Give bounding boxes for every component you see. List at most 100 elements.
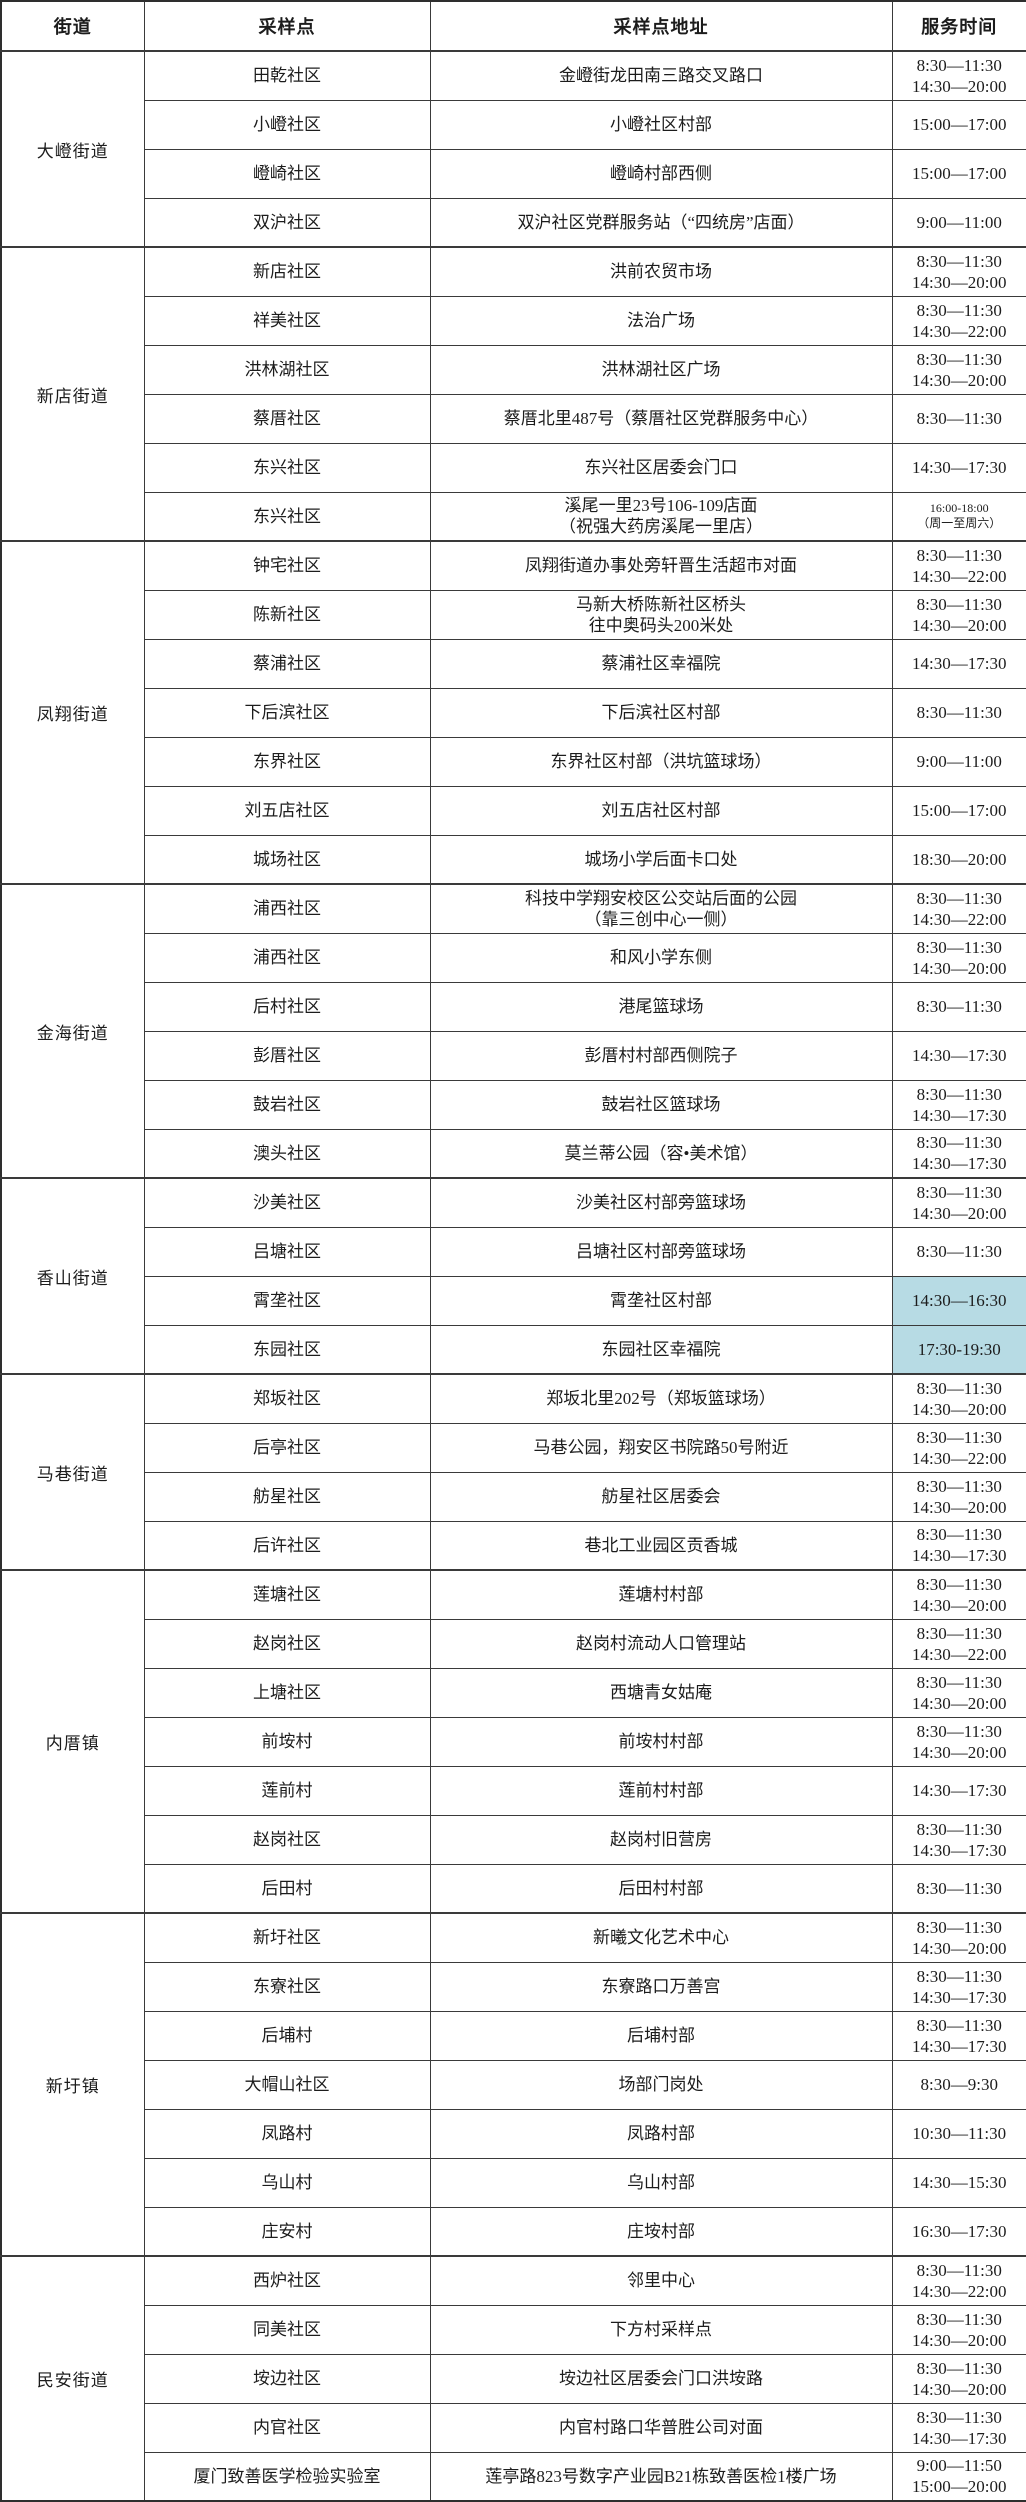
service-time-cell: 8:30—11:30 14:30—22:00 (891, 2255, 1026, 2306)
service-time-cell: 8:30—11:30 14:30—17:30 (891, 2402, 1026, 2453)
text-line: 14:30—20:00 (912, 76, 1007, 96)
text-line: 8:30—11:30 (916, 1476, 1002, 1496)
text-line: 9:00—11:00 (916, 212, 1002, 232)
table-row: 同美社区 下方村采样点 8:30—11:30 14:30—20:00 (1, 2304, 1026, 2355)
service-time-cell: 8:30—11:30 14:30—20:00 (891, 1471, 1026, 1522)
service-time-cell: 18:30—20:00 (891, 834, 1026, 885)
address-cell: 法治广场 (429, 295, 893, 346)
table-row: 新圩镇 新圩社区 新曦文化艺术中心 8:30—11:30 14:30—20:00 (0, 1912, 1026, 2257)
address-cell: 双沪社区党群服务站（“四统房”店面） (429, 197, 893, 248)
text-line: 莲前村村部 (618, 1781, 704, 1800)
text-line: 金嶝街龙田南三路交叉路口 (559, 66, 763, 86)
service-time-cell: 17:30-19:30 (891, 1324, 1026, 1375)
address-cell: 凤翔街道办事处旁轩晋生活超市对面 (429, 540, 893, 591)
text-line: 8:30—11:30 (916, 1878, 1002, 1898)
text-line: 14:30—20:00 (912, 2379, 1007, 2399)
text-line: 16:30—17:30 (912, 2221, 1007, 2241)
sampling-point-cell: 后亭社区 (143, 1422, 431, 1473)
sampling-point-cell: 赵岗社区 (143, 1618, 431, 1669)
sampling-point-cell: 浦西社区 (143, 883, 431, 934)
sampling-point-cell: 莲塘社区 (143, 1569, 431, 1620)
text-line: （祝强大药房溪尾一里店） (559, 517, 763, 537)
text-line: 15:00—17:00 (912, 115, 1007, 134)
text-line: 乌山村部 (627, 2173, 695, 2192)
text-line: 蔡厝北里487号（蔡厝社区党群服务中心） (503, 409, 819, 428)
table-row: 下后滨社区 下后滨社区村部 8:30—11:30 (1, 687, 1026, 738)
service-time-cell: 8:30—11:30 14:30—17:30 (891, 1961, 1026, 2012)
sampling-point-cell: 城场社区 (143, 834, 431, 885)
sampling-point-cell: 同美社区 (143, 2304, 431, 2355)
text-line: 17:30-19:30 (917, 1339, 1001, 1359)
text-line: 凤路村部 (627, 2124, 695, 2143)
text-line: 8:30—11:30 (916, 2358, 1002, 2378)
address-cell: 舫星社区居委会 (429, 1471, 893, 1522)
text-line: 10:30—11:30 (912, 2124, 1007, 2143)
sampling-point-cell: 蔡浦社区 (143, 638, 431, 689)
address-cell: 后埔村部 (429, 2010, 893, 2061)
address-cell: 垵边社区居委会门口洪垵路 (429, 2353, 893, 2404)
text-line: 8:30—11:30 (916, 888, 1002, 908)
address-cell: 东园社区幸福院 (429, 1324, 893, 1375)
address-cell: 科技中学翔安校区公交站后面的公园 （靠三创中心一侧） (429, 883, 893, 934)
table-row: 上塘社区 西塘青女姑庵 8:30—11:30 14:30—20:00 (1, 1667, 1026, 1718)
sampling-point-cell: 后田村 (143, 1863, 431, 1914)
service-time-cell: 8:30—11:30 14:30—20:00 (891, 1569, 1026, 1620)
table-row: 赵岗社区 赵岗村流动人口管理站 8:30—11:30 14:30—22:00 (1, 1618, 1026, 1669)
sampling-point-cell: 西炉社区 (143, 2255, 431, 2306)
address-cell: 蔡浦社区幸福院 (429, 638, 893, 689)
text-line: 巷北工业园区贡香城 (584, 1535, 738, 1555)
table-row: 内官社区 内官村路口华普胜公司对面 8:30—11:30 14:30—17:30 (1, 2402, 1026, 2453)
text-line: 14:30—15:30 (912, 2173, 1007, 2192)
address-cell: 庄垵村部 (429, 2206, 893, 2257)
text-line: 8:30—11:30 (916, 2309, 1002, 2329)
service-time-cell: 8:30—11:30 14:30—20:00 (891, 2304, 1026, 2355)
text-line: 14:30—17:30 (912, 1546, 1007, 1566)
text-line: 14:30—20:00 (912, 1203, 1007, 1223)
table-row: 东界社区 东界社区村部（洪坑篮球场） 9:00—11:00 (1, 736, 1026, 787)
service-time-cell: 16:00-18:00 （周一至周六） (891, 491, 1026, 542)
address-cell: 西塘青女姑庵 (429, 1667, 893, 1718)
table-row: 小嶝社区 小嶝社区村部 15:00—17:00 (1, 99, 1026, 150)
text-line: 14:30—22:00 (912, 566, 1007, 586)
sampling-point-cell: 凤路村 (143, 2108, 431, 2159)
address-cell: 小嶝社区村部 (429, 99, 893, 150)
table-row: 厦门致善医学检验实验室 莲亭路823号数字产业园B21栋致善医检1楼广场 9:00—… (1, 2451, 1026, 2502)
text-line: 14:30—17:30 (912, 654, 1007, 673)
text-line: 18:30—20:00 (912, 849, 1007, 869)
service-time-cell: 8:30—11:30 14:30—20:00 (891, 1912, 1026, 1963)
sampling-point-cell: 下后滨社区 (143, 687, 431, 738)
address-cell: 莲前村村部 (429, 1765, 893, 1816)
service-time-cell: 8:30—11:30 14:30—17:30 (891, 1814, 1026, 1865)
sampling-point-cell: 刘五店社区 (143, 785, 431, 836)
text-line: 法治广场 (627, 311, 695, 330)
text-line: 14:30—17:30 (912, 1987, 1007, 2007)
table-row: 城场社区 城场小学后面卡口处 18:30—20:00 (1, 834, 1026, 885)
text-line: 郑坂北里202号（郑坂篮球场） (546, 1389, 776, 1409)
address-cell: 洪前农贸市场 (429, 246, 893, 297)
address-cell: 东兴社区居委会门口 (429, 442, 893, 493)
sampling-point-cell: 大帽山社区 (143, 2059, 431, 2110)
address-cell: 下方村采样点 (429, 2304, 893, 2355)
text-line: 14:30—17:30 (912, 458, 1007, 477)
table-row: 乌山村 乌山村部 14:30—15:30 (1, 2157, 1026, 2208)
table-row: 刘五店社区 刘五店社区村部 15:00—17:00 (1, 785, 1026, 836)
table-body: 大嶝街道 田乾社区 金嶝街龙田南三路交叉路口 8:30—11:30 14:30—20:0… (0, 50, 1026, 2502)
address-cell: 彭厝村村部西侧院子 (429, 1030, 893, 1081)
service-time-cell: 8:30—11:30 14:30—20:00 (891, 1373, 1026, 1424)
text-line: 东兴社区居委会门口 (584, 458, 738, 477)
table-row: 霄垄社区 霄垄社区村部 14:30—16:30 (1, 1275, 1026, 1326)
text-line: 凤翔街道办事处旁轩晋生活超市对面 (525, 556, 797, 576)
text-line: 14:30—22:00 (912, 321, 1007, 341)
text-line: 14:30—16:30 (912, 1291, 1007, 1310)
address-cell: 城场小学后面卡口处 (429, 834, 893, 885)
sampling-point-cell: 洪林湖社区 (143, 344, 431, 395)
text-line: 8:30—11:30 (916, 1623, 1002, 1643)
text-line: 14:30—22:00 (912, 1448, 1007, 1468)
text-line: 新曦文化艺术中心 (593, 1928, 729, 1948)
text-line: 14:30—22:00 (912, 909, 1007, 929)
address-cell: 鼓岩社区篮球场 (429, 1079, 893, 1130)
address-cell: 莫兰蒂公园（容•美术馆） (429, 1128, 893, 1179)
text-line: 8:30—11:30 (916, 997, 1002, 1016)
service-time-cell: 8:30—11:30 14:30—22:00 (891, 1422, 1026, 1473)
address-cell: 内官村路口华普胜公司对面 (429, 2402, 893, 2453)
